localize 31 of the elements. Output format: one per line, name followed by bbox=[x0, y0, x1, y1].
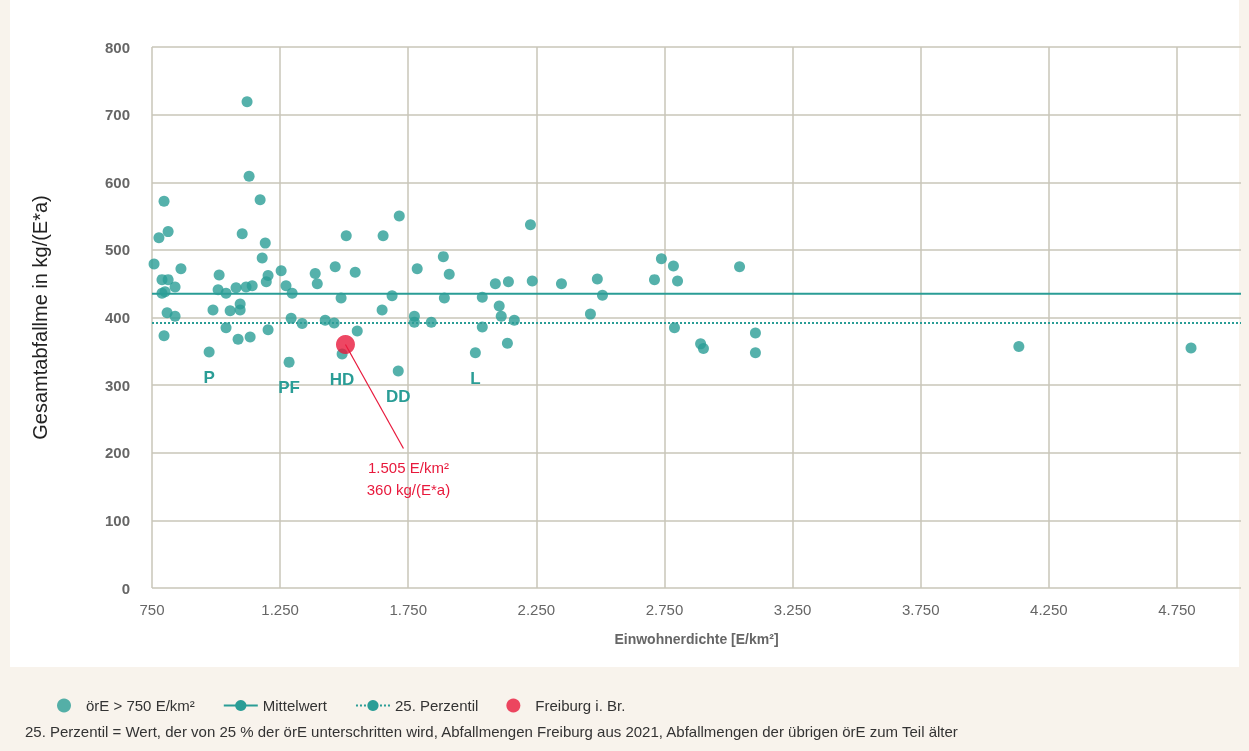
x-tick-label: 3.250 bbox=[773, 601, 812, 618]
y-tick-label: 500 bbox=[104, 241, 130, 259]
x-tick-label: 3.750 bbox=[901, 601, 940, 618]
legend-label: 25. Perzentil bbox=[394, 697, 479, 714]
x-axis-title: Einwohnerdichte [E/km²] bbox=[614, 631, 779, 647]
legend-label: Freiburg i. Br. bbox=[535, 697, 626, 714]
y-axis-title: Gesamtabfallme in kg/(E*a) bbox=[29, 195, 51, 440]
annotation: 1.505 E/km² 360 kg/(E*a) bbox=[366, 459, 451, 499]
x-tick-label: 4.250 bbox=[1030, 601, 1068, 618]
y-tick-label: 400 bbox=[104, 309, 130, 326]
y-tick-label: 0 bbox=[121, 579, 130, 597]
annotation: HD bbox=[329, 370, 355, 390]
x-tick-label: 2.250 bbox=[517, 601, 556, 618]
annotation: P bbox=[203, 367, 215, 387]
x-tick-label: 1.750 bbox=[389, 601, 428, 618]
x-tick-label: 4.750 bbox=[1158, 601, 1196, 618]
y-tick-label: 600 bbox=[104, 173, 130, 191]
annotation: L bbox=[470, 368, 481, 388]
annotation: PF bbox=[278, 378, 300, 398]
y-tick-label: 200 bbox=[104, 444, 130, 462]
legend-label: örE > 750 E/km² bbox=[86, 697, 195, 714]
text: 25. Perzentil = Wert, der von 25 % der örE unterschritten wird, Abfallmengen Freiburg aus 2021, Abfallmengen der übrigen örE zum Teil älter bbox=[25, 723, 958, 740]
x-tick-label: 2.750 bbox=[645, 601, 684, 618]
annotation: DD bbox=[385, 386, 411, 406]
x-tick-label: 750 bbox=[139, 601, 165, 618]
legend-label: Mittelwert bbox=[262, 697, 328, 714]
y-tick-label: 100 bbox=[104, 511, 130, 529]
y-tick-label: 300 bbox=[104, 376, 130, 394]
x-tick-label: 1.250 bbox=[261, 601, 299, 618]
y-tick-label: 700 bbox=[104, 106, 130, 124]
y-tick-label: 800 bbox=[104, 38, 130, 56]
